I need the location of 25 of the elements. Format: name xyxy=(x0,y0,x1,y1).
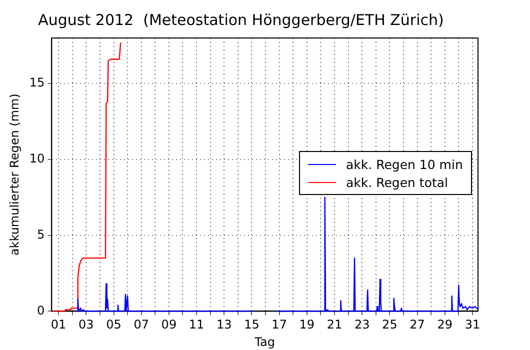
x-tick-label: 15 xyxy=(244,318,260,332)
x-tick-label: 29 xyxy=(437,318,453,332)
legend-label: akk. Regen 10 min xyxy=(346,156,463,172)
x-tick-label: 09 xyxy=(161,318,177,332)
y-tick-label: 0 xyxy=(37,303,45,318)
x-tick-label: 05 xyxy=(106,318,122,332)
x-tick-label: 13 xyxy=(216,318,232,332)
x-tick-label: 23 xyxy=(354,318,370,332)
x-tick-label: 31 xyxy=(464,318,480,332)
x-tick-label: 03 xyxy=(78,318,94,332)
y-tick-label: 10 xyxy=(29,152,45,166)
y-axis-title: akkumulierter Regen (mm) xyxy=(7,94,22,256)
y-tick-label: 5 xyxy=(37,227,45,242)
x-tick-label: 21 xyxy=(326,318,342,332)
x-axis-title: Tag xyxy=(254,334,275,349)
x-tick-label: 19 xyxy=(299,318,315,332)
x-tick-label: 11 xyxy=(188,318,204,332)
x-tick-label: 01 xyxy=(50,318,66,332)
x-tick-label: 07 xyxy=(134,318,149,332)
y-tick-label: 15 xyxy=(29,76,45,90)
x-tick-label: 17 xyxy=(272,318,287,332)
x-tick-label: 25 xyxy=(382,318,398,332)
chart-title: August 2012 (Meteostation Hönggerberg/ETH Zürich) xyxy=(38,10,444,29)
legend-label: akk. Regen total xyxy=(346,174,448,190)
x-tick-label: 27 xyxy=(410,318,425,332)
